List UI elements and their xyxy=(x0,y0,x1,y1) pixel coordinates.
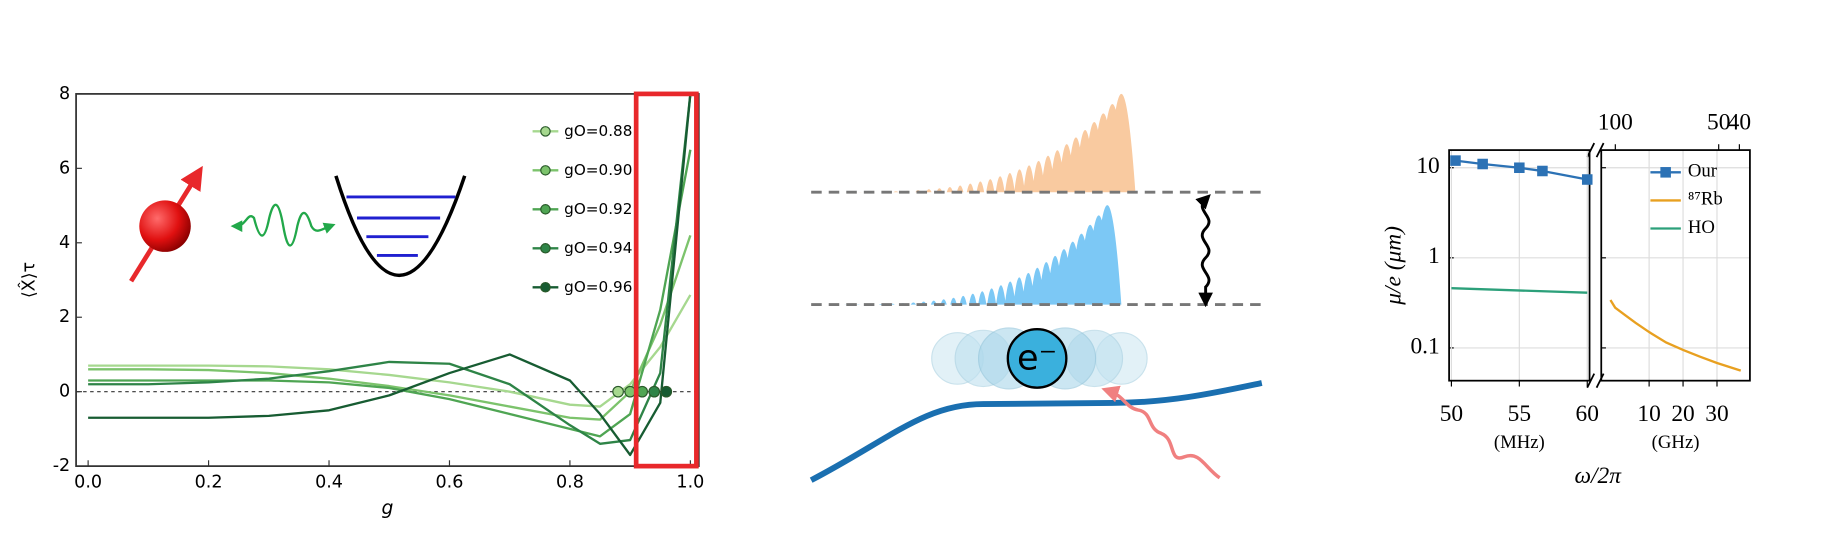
x-tick-label: 0.2 xyxy=(195,473,223,493)
pulse-train xyxy=(813,205,1122,305)
legend-marker xyxy=(1660,167,1671,178)
legend-label: gO=0.96 xyxy=(564,278,632,296)
axis-break xyxy=(1586,142,1605,389)
x-axis-label: ω/2π xyxy=(1575,463,1623,489)
legend-label: HO xyxy=(1688,217,1715,238)
plot-area xyxy=(1600,149,1751,382)
legend-marker xyxy=(540,204,551,215)
x2-tick-label: 50 xyxy=(1707,110,1730,136)
diagram xyxy=(809,93,1263,483)
legend-label: gO=0.90 xyxy=(564,161,632,179)
y-tick-label: 0 xyxy=(59,382,70,402)
x-tick-label: 30 xyxy=(1705,401,1728,427)
series-line xyxy=(1451,287,1588,294)
y-tick-label: -2 xyxy=(53,456,71,476)
x-tick-label: 60 xyxy=(1576,401,1599,427)
x2-tick-label: 40 xyxy=(1728,110,1751,136)
x-tick-label: 0.4 xyxy=(315,473,343,493)
chart: -2 0 2 4 6 8 0.0 0.2 0.4 0.6 0.8 1.0 g ⟨X̂⟩τ gO=0.88 gO… xyxy=(18,84,704,519)
series-line xyxy=(88,294,692,408)
x-tick-label: 0.0 xyxy=(74,473,102,493)
x-tick-label: 20 xyxy=(1671,401,1694,427)
spin-illustration xyxy=(129,165,203,283)
y-tick-label: 2 xyxy=(59,307,70,327)
legend-label: gO=0.92 xyxy=(564,200,632,218)
series-line xyxy=(88,149,692,438)
y-tick-label: 8 xyxy=(59,84,70,104)
series-marker xyxy=(1450,155,1461,166)
crossing-marker xyxy=(660,385,673,398)
x-axis-label: g xyxy=(381,498,393,519)
panel-x-label: (GHz) xyxy=(1652,432,1700,453)
y-axis-label: μ/e (μm) xyxy=(1381,226,1407,306)
panel-x-label: (MHz) xyxy=(1494,432,1545,453)
electron-label: e⁻ xyxy=(1017,338,1057,379)
x-tick-label: 55 xyxy=(1508,401,1531,427)
y-tick-label: 1 xyxy=(1428,243,1440,269)
series-marker xyxy=(1477,158,1488,170)
plot-area xyxy=(1448,149,1591,382)
y-axis-label: ⟨X̂⟩τ xyxy=(18,262,39,298)
x-tick-label: 1.0 xyxy=(676,473,704,493)
photon-wave xyxy=(230,203,336,247)
series-marker xyxy=(1514,162,1525,174)
x-tick-label: 0.8 xyxy=(556,473,584,493)
legend-label: gO=0.88 xyxy=(564,122,632,140)
crossing-marker xyxy=(612,385,624,398)
y-tick-label: 10 xyxy=(1416,153,1439,179)
legend-marker xyxy=(540,243,551,254)
x-tick-label: 10 xyxy=(1637,401,1660,427)
legend-marker xyxy=(540,282,551,293)
legend-label: gO=0.94 xyxy=(564,239,632,257)
series-line xyxy=(88,93,692,445)
y-tick-label: 6 xyxy=(59,158,70,178)
x-tick-label: 0.6 xyxy=(436,473,464,493)
series-line xyxy=(88,234,692,421)
plot-area xyxy=(75,93,700,468)
y-tick-label: 0.1 xyxy=(1410,333,1439,359)
pulse-train xyxy=(813,93,1136,193)
series-line xyxy=(1609,299,1742,372)
series-marker xyxy=(1581,174,1593,185)
legend-marker xyxy=(540,126,551,137)
x2-tick-label: 100 xyxy=(1598,110,1633,136)
legend-label: Our xyxy=(1688,161,1718,182)
series-line xyxy=(88,93,692,457)
crossing-marker xyxy=(648,385,661,398)
x-tick-label: 50 xyxy=(1440,401,1463,427)
series-marker xyxy=(1537,165,1548,177)
legend-marker xyxy=(540,165,551,176)
y-tick-label: 4 xyxy=(59,233,70,253)
legend-label: ⁸⁷Rb xyxy=(1688,189,1723,210)
highlight-box xyxy=(633,91,699,469)
oscillator-well xyxy=(334,175,467,278)
